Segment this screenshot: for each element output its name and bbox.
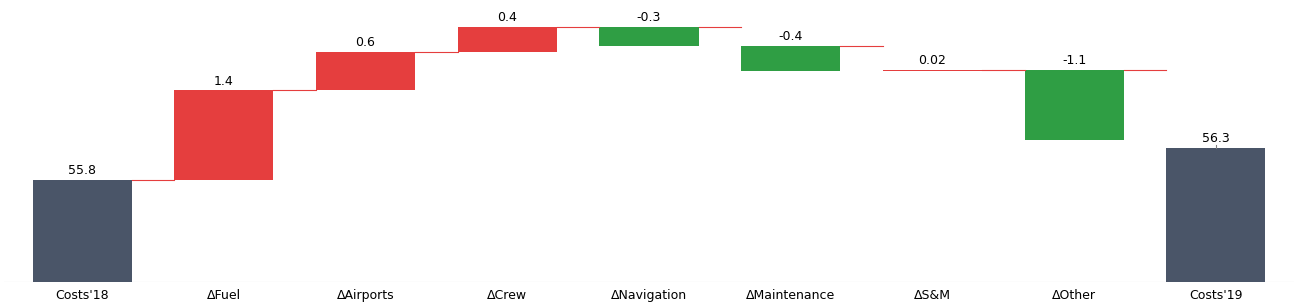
Text: 0.02: 0.02: [919, 54, 946, 67]
Text: 1.4: 1.4: [214, 75, 234, 88]
Text: 56.3: 56.3: [1202, 132, 1229, 145]
Text: 0.4: 0.4: [497, 11, 517, 24]
Bar: [1024, 70, 1124, 140]
Bar: [600, 27, 698, 46]
Text: -0.3: -0.3: [637, 11, 661, 24]
Text: 55.8: 55.8: [67, 164, 96, 177]
Text: 0.6: 0.6: [356, 36, 375, 50]
Bar: [458, 27, 557, 52]
Bar: [883, 70, 983, 71]
Text: -0.4: -0.4: [779, 30, 803, 43]
Bar: [1167, 148, 1266, 306]
Bar: [315, 52, 415, 90]
Bar: [174, 90, 274, 180]
Bar: [32, 180, 131, 306]
Text: -1.1: -1.1: [1062, 54, 1086, 67]
Bar: [741, 46, 840, 71]
